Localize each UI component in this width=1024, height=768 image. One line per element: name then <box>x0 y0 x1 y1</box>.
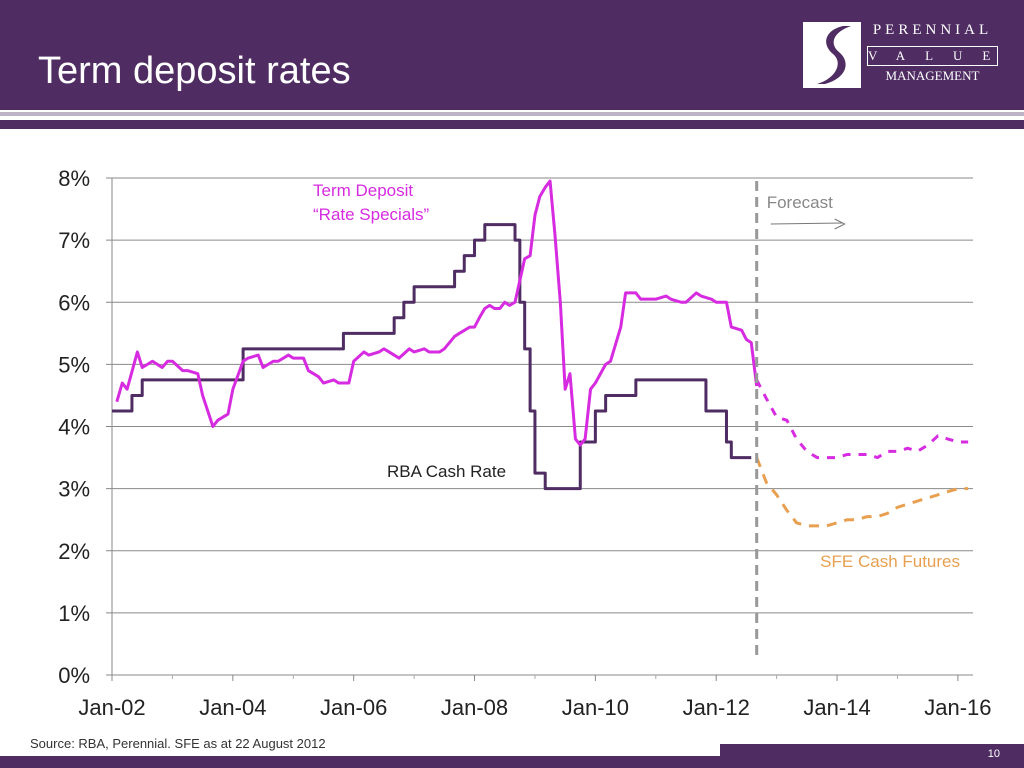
chart-series <box>112 179 969 528</box>
x-tick-label: Jan-02 <box>78 695 145 720</box>
y-tick-label: 6% <box>58 290 90 315</box>
y-axis-ticks: 0% 1% 2% 3% 4% 5% 6% 7% 8% <box>58 166 90 688</box>
x-tick-label: Jan-06 <box>320 695 387 720</box>
header-divider-grey <box>0 112 1024 116</box>
x-tick-label: Jan-12 <box>683 695 750 720</box>
x-axis-ticks: Jan-02 Jan-04 Jan-06 Jan-08 Jan-10 Jan-12 Jan-… <box>78 695 991 720</box>
logo-mark-icon <box>803 22 861 88</box>
forecast-arrow-shaft <box>770 222 843 225</box>
logo-line-2: VALUE <box>867 46 998 66</box>
slide-header: Term deposit rates PERENNIAL VALUE MANAG… <box>0 0 1024 110</box>
perennial-logo: PERENNIAL VALUE MANAGEMENT <box>803 22 998 88</box>
chart-annotations: Forecast Term Deposit “Rate Specials” RBA C… <box>313 181 960 655</box>
page-title: Term deposit rates <box>38 50 351 92</box>
x-tick-label: Jan-10 <box>562 695 629 720</box>
y-tick-label: 3% <box>58 477 90 502</box>
x-tick-label: Jan-14 <box>803 695 870 720</box>
y-tick-label: 5% <box>58 352 90 377</box>
footer-bar <box>0 756 1024 768</box>
chart-grid <box>106 177 973 681</box>
source-note: Source: RBA, Perennial. SFE as at 22 Aug… <box>30 736 326 751</box>
header-divider-purple <box>0 120 1024 129</box>
sfe-label: SFE Cash Futures <box>820 552 960 571</box>
term-deposit-label: Term Deposit <box>313 181 413 200</box>
y-tick-label: 1% <box>58 601 90 626</box>
forecast-arrow-head <box>834 218 846 230</box>
y-tick-label: 4% <box>58 415 90 440</box>
term-deposit-forecast-line <box>755 379 969 460</box>
y-tick-label: 8% <box>58 166 90 191</box>
term-deposit-label-2: “Rate Specials” <box>313 205 430 224</box>
sfe-cash-futures-line <box>755 457 969 528</box>
y-tick-label: 0% <box>58 663 90 688</box>
y-tick-label: 7% <box>58 228 90 253</box>
logo-text: PERENNIAL VALUE MANAGEMENT <box>867 22 998 88</box>
page-number: 10 <box>987 748 1000 760</box>
term-deposit-line <box>115 179 759 447</box>
x-tick-label: Jan-04 <box>199 695 266 720</box>
rba-label: RBA Cash Rate <box>387 462 506 481</box>
logo-line-1: PERENNIAL <box>872 22 993 38</box>
x-tick-label: Jan-16 <box>924 695 991 720</box>
rba-cash-rate-line <box>112 223 752 491</box>
term-deposit-chart: 0%1%2%3%4%5%6%7%8% Jan-02 Jan-04 Jan-06 Jan… <box>58 166 991 720</box>
x-tick-label: Jan-08 <box>441 695 508 720</box>
y-tick-label: 2% <box>58 539 90 564</box>
forecast-label: Forecast <box>767 193 833 212</box>
logo-line-3: MANAGEMENT <box>885 68 980 83</box>
